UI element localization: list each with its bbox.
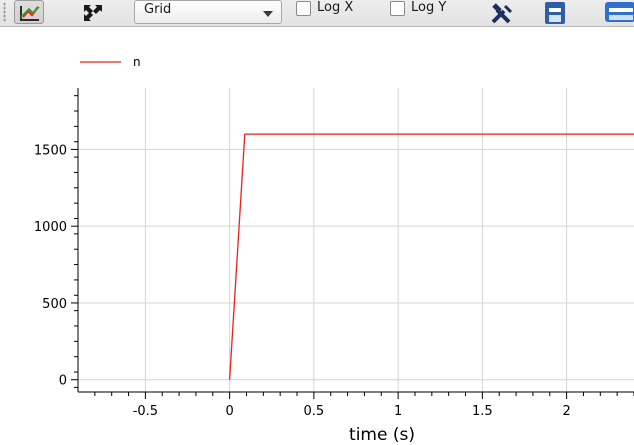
fit-in-view-button[interactable] [14,0,44,24]
grid-mode-select[interactable]: Grid [134,0,282,24]
arrows-expand-icon [84,5,102,21]
x-tick-label-4: 1.5 [472,404,493,419]
x-tick-label-5: 2 [562,404,570,419]
x-tick-label-2: 0.5 [304,404,325,419]
pan-button[interactable] [78,0,108,24]
log-y-label: Log Y [411,0,447,15]
log-y-checkbox-box[interactable] [390,1,405,16]
plot-toolbar: Grid Log X Log Y [0,0,634,27]
log-x-label: Log X [317,0,354,15]
x-tick-label-3: 1 [394,404,402,419]
axes: -0.5 0 0.5 1 1.5 2 0 500 1000 1500 [34,88,634,419]
log-x-checkbox-box[interactable] [296,1,311,16]
x-tick-label-1: 0 [225,404,233,419]
y-tick-label-0: 0 [59,374,67,389]
grid-mode-selected-value: Grid [144,2,172,17]
tools-icon [491,3,513,24]
grid-lines [78,88,634,392]
y-tick-label-2: 1000 [34,220,67,235]
series-layer [228,133,634,380]
fit-in-view-icon [20,6,40,21]
toolbar-grip[interactable] [3,2,6,22]
printer-icon [605,2,634,22]
legend-label-n: n [133,55,141,69]
x-tick-label-0: -0.5 [133,404,158,419]
setup-button[interactable] [486,0,516,24]
floppy-disk-icon [545,2,565,24]
chevron-down-icon [263,11,273,17]
legend: n [80,55,141,69]
print-button[interactable] [596,0,634,24]
series-line-n [228,133,634,380]
export-button[interactable] [540,0,570,24]
y-tick-label-1: 500 [42,297,67,312]
y-tick-label-3: 1500 [34,143,67,158]
x-axis-label: time (s) [349,425,415,445]
